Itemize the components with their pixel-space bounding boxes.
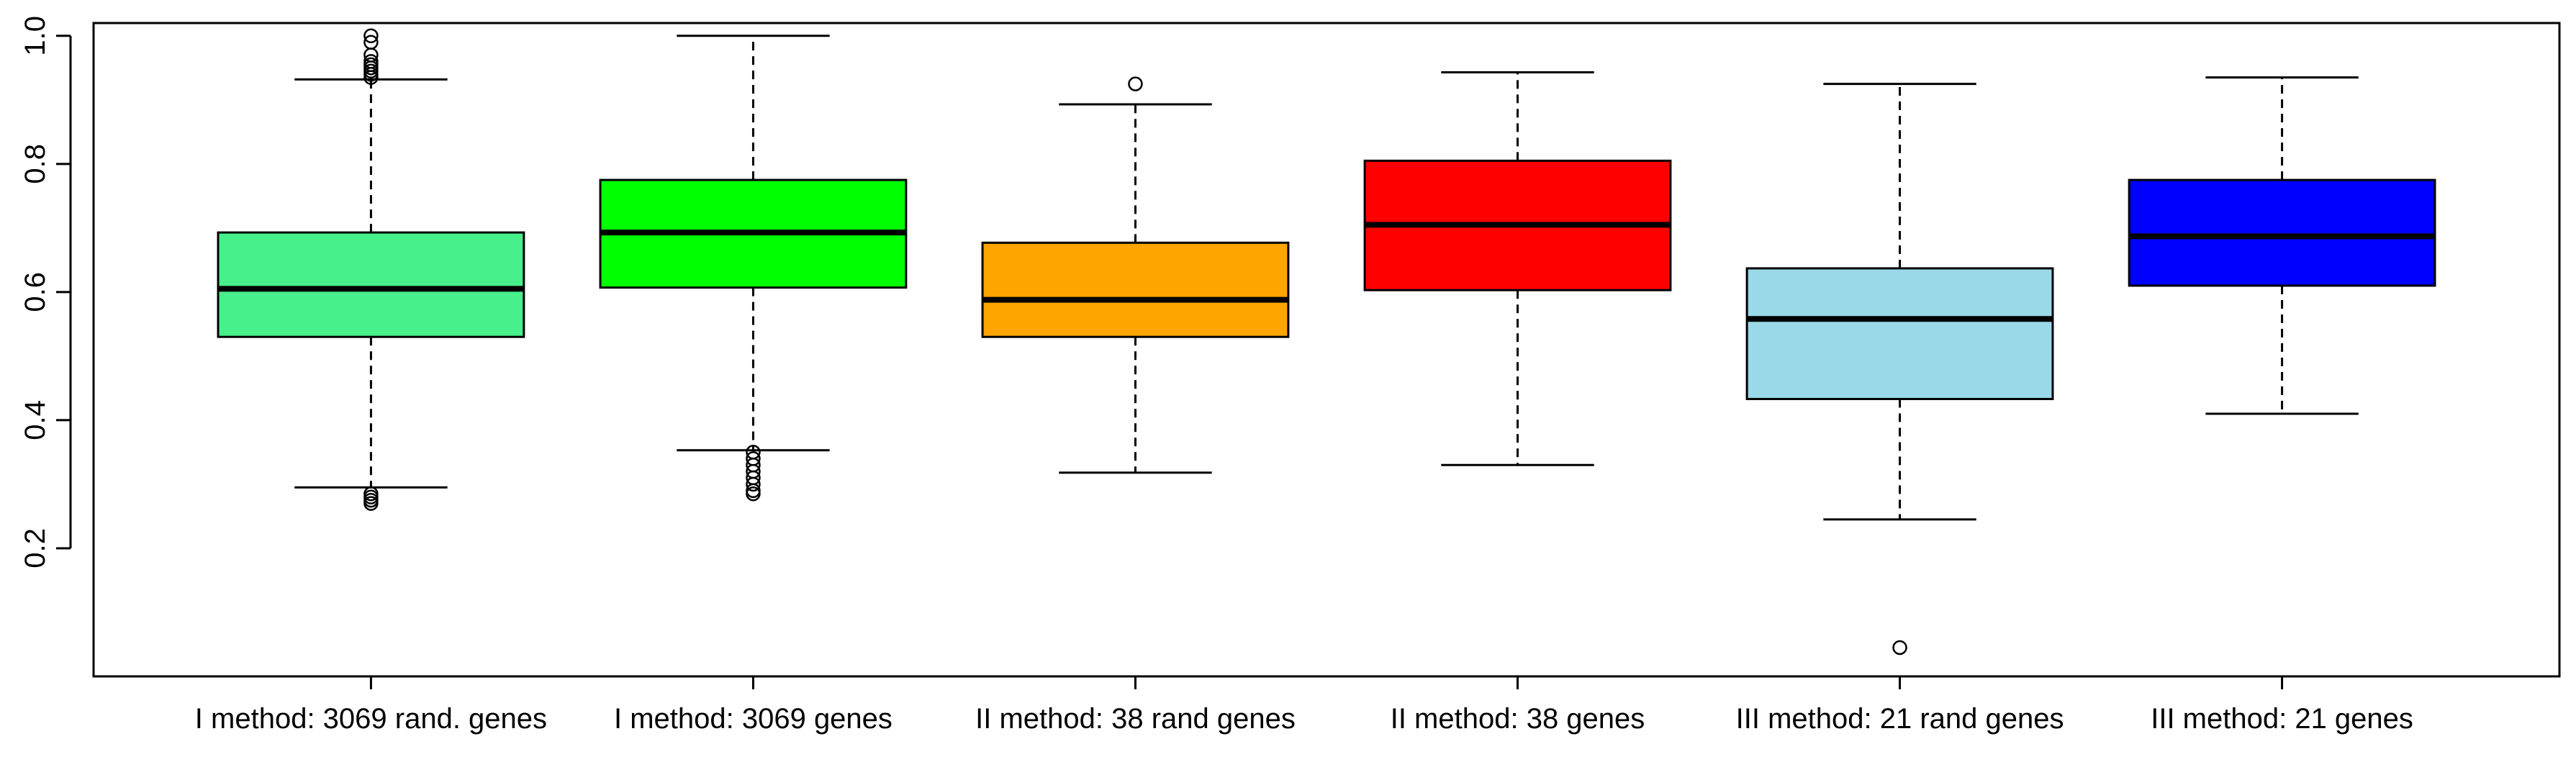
y-tick-label: 0.6 [19, 272, 51, 312]
box-group [1745, 83, 2054, 656]
x-category-label: II method: 38 rand genes [975, 703, 1296, 735]
y-axis: 0.2 0.4 0.6 0.8 1.0 [19, 16, 72, 568]
outlier-point [363, 54, 379, 69]
box-group [217, 28, 525, 511]
x-axis: I method: 3069 rand. genes I method: 3069… [195, 675, 2413, 735]
x-category-label: III method: 21 rand genes [1736, 703, 2064, 735]
outlier-point [363, 486, 379, 502]
box-iqr [981, 241, 1290, 338]
y-tick-label: 0.8 [19, 144, 51, 184]
x-category-label: I method: 3069 genes [614, 703, 892, 735]
box-iqr [1745, 267, 2054, 401]
box-iqr [217, 231, 525, 338]
y-tick-label: 0.4 [19, 400, 51, 440]
box-group [981, 76, 1290, 474]
x-category-label: I method: 3069 rand. genes [195, 703, 547, 735]
x-category-label: II method: 38 genes [1391, 703, 1645, 735]
outlier-point [1128, 76, 1143, 91]
box-group [1363, 71, 1672, 466]
box-group [2128, 76, 2436, 415]
y-tick-label: 0.2 [19, 528, 51, 568]
x-category-label: III method: 21 genes [2151, 703, 2413, 735]
boxes [217, 28, 2436, 656]
outlier-point [363, 28, 379, 44]
outlier-point [363, 35, 379, 50]
plot-frame [92, 22, 2561, 678]
outlier-point [1892, 640, 1907, 656]
y-tick-label: 1.0 [19, 16, 51, 56]
box-group [599, 35, 908, 502]
outlier-point [746, 445, 761, 460]
box-iqr [2128, 178, 2436, 287]
outlier-point [746, 451, 761, 466]
